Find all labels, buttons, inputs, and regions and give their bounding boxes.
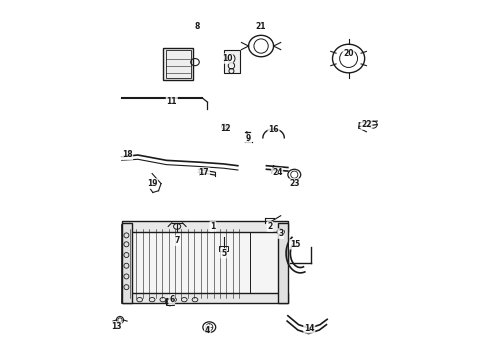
- Text: 2: 2: [268, 222, 272, 231]
- Text: 10: 10: [222, 54, 232, 63]
- Ellipse shape: [277, 229, 284, 235]
- Text: 15: 15: [290, 240, 300, 249]
- Bar: [129, 227, 250, 298]
- Bar: [223, 50, 240, 73]
- Bar: [122, 225, 288, 303]
- Bar: [122, 293, 288, 303]
- Text: 22: 22: [361, 120, 372, 129]
- Text: 6: 6: [169, 295, 174, 304]
- Text: 23: 23: [290, 179, 300, 188]
- Bar: [163, 48, 193, 80]
- Text: 18: 18: [122, 150, 132, 159]
- Text: 3: 3: [278, 229, 283, 238]
- Text: 16: 16: [269, 126, 279, 135]
- Text: 20: 20: [343, 49, 354, 58]
- Bar: [220, 247, 228, 251]
- Text: 24: 24: [272, 168, 282, 177]
- Text: 8: 8: [194, 22, 199, 31]
- Text: 11: 11: [167, 97, 177, 106]
- Bar: [278, 223, 288, 303]
- Bar: [167, 298, 173, 305]
- Text: 9: 9: [246, 134, 251, 143]
- Text: 21: 21: [256, 22, 267, 31]
- Text: 19: 19: [147, 179, 157, 188]
- Bar: [166, 50, 191, 78]
- Text: 7: 7: [174, 236, 180, 245]
- Text: 4: 4: [205, 325, 210, 334]
- Text: 14: 14: [304, 324, 315, 333]
- Text: 1: 1: [210, 222, 216, 231]
- Text: 12: 12: [220, 124, 231, 133]
- Text: 5: 5: [221, 249, 226, 258]
- Bar: [122, 223, 132, 303]
- Text: 13: 13: [111, 322, 122, 331]
- Text: 17: 17: [198, 168, 209, 177]
- Bar: [122, 221, 288, 232]
